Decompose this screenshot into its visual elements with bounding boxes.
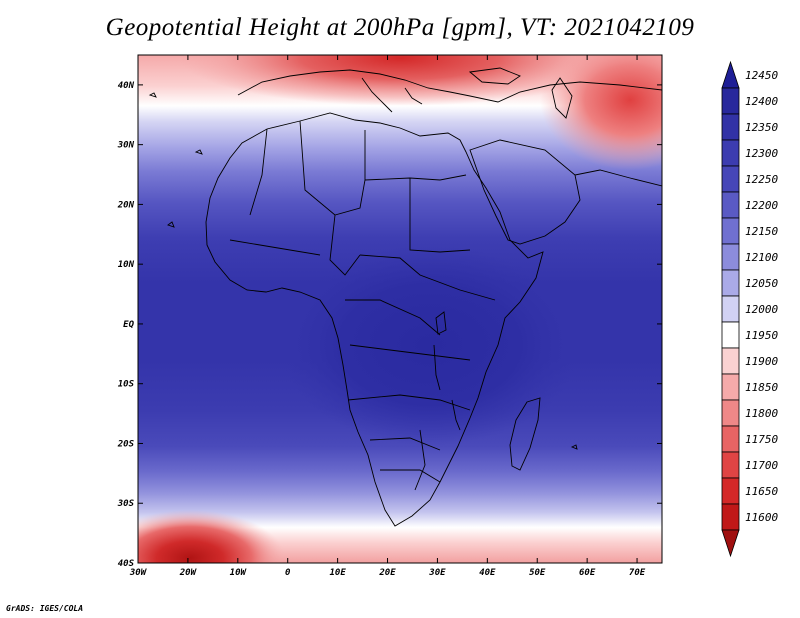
lat-tick-label: 20S	[117, 439, 135, 449]
coastlines	[148, 67, 662, 527]
colorbar-arrow-bottom	[721, 529, 740, 558]
colorbar-label: 12100	[745, 251, 778, 264]
colorbar-label: 11800	[745, 407, 778, 420]
lon-tick-label: 30E	[428, 568, 446, 578]
lat-tick-label: 20N	[117, 200, 135, 210]
colorbar-swatch	[721, 113, 740, 141]
axis-ticks: 30W 20W 10W 0 10E 20E 30E 40E 50E 60E 70E 40N 30N 20N…	[117, 55, 662, 578]
colorbar-swatch	[721, 373, 740, 401]
colorbar-label: 12250	[745, 173, 778, 186]
colorbar-label: 11650	[745, 485, 778, 498]
colorbar-label: 12300	[745, 147, 778, 160]
lon-tick-label: 20W	[179, 568, 198, 578]
colorbar-label: 11750	[745, 433, 778, 446]
colorbar-label: 12200	[745, 199, 778, 212]
lon-tick-label: 10W	[230, 568, 248, 578]
colorbar-swatch	[721, 139, 740, 167]
colorbar-label: 12050	[745, 277, 778, 290]
lon-tick-label: 60E	[579, 568, 596, 578]
colorbar-label: 12350	[745, 121, 778, 134]
colorbar-swatch	[721, 477, 740, 505]
colorbar-label: 12400	[745, 95, 778, 108]
colorbar-swatch	[721, 425, 740, 453]
lat-tick-label: 40S	[118, 559, 135, 569]
lon-tick-label: 50E	[529, 568, 546, 578]
colorbar-label: 11900	[745, 355, 778, 368]
colorbar-label: 12450	[745, 69, 778, 82]
height-field	[138, 55, 662, 563]
lon-tick-label: 10E	[329, 568, 346, 578]
lat-tick-label: 30S	[117, 499, 135, 509]
colorbar: 12450 12400 12350 12300 12250 12200 12150 12100…	[721, 60, 778, 558]
colorbar-label: 11950	[745, 329, 778, 342]
colorbar-label: 12150	[745, 225, 778, 238]
map-title: Geopotential Height at 200hPa [gpm], VT:…	[105, 14, 695, 41]
colorbar-arrow-top	[721, 60, 740, 89]
colorbar-swatch	[721, 191, 740, 219]
lon-tick-label: 30W	[129, 568, 148, 578]
lat-tick-label: 40N	[118, 81, 135, 91]
colorbar-swatch	[721, 269, 740, 297]
lon-tick-label: 20E	[378, 568, 396, 578]
colorbar-label: 11600	[745, 511, 778, 524]
colorbar-swatch	[721, 243, 740, 271]
colorbar-swatch	[721, 217, 740, 245]
lat-tick-label: 10S	[118, 380, 135, 390]
lon-tick-label: 70E	[629, 568, 646, 578]
footer-credit: GrADS: IGES/COLA	[6, 604, 84, 613]
colorbar-label: 11850	[745, 381, 778, 394]
colorbar-swatch	[721, 451, 740, 479]
lat-tick-label: EQ	[123, 320, 134, 330]
plot-frame	[137, 54, 663, 564]
colorbar-swatch	[721, 165, 740, 193]
colorbar-swatch	[721, 347, 740, 375]
lon-tick-label: 0	[285, 568, 291, 578]
lat-tick-label: 10N	[118, 260, 135, 270]
colorbar-swatch	[721, 295, 740, 323]
colorbar-swatch	[721, 399, 740, 427]
lon-tick-label: 40E	[479, 568, 496, 578]
lat-tick-label: 30N	[117, 141, 135, 151]
colorbar-swatch	[721, 503, 740, 531]
colorbar-swatch	[721, 87, 740, 115]
colorbar-label: 11700	[745, 459, 778, 472]
colorbar-swatch	[721, 321, 740, 349]
colorbar-label: 12000	[745, 303, 778, 316]
